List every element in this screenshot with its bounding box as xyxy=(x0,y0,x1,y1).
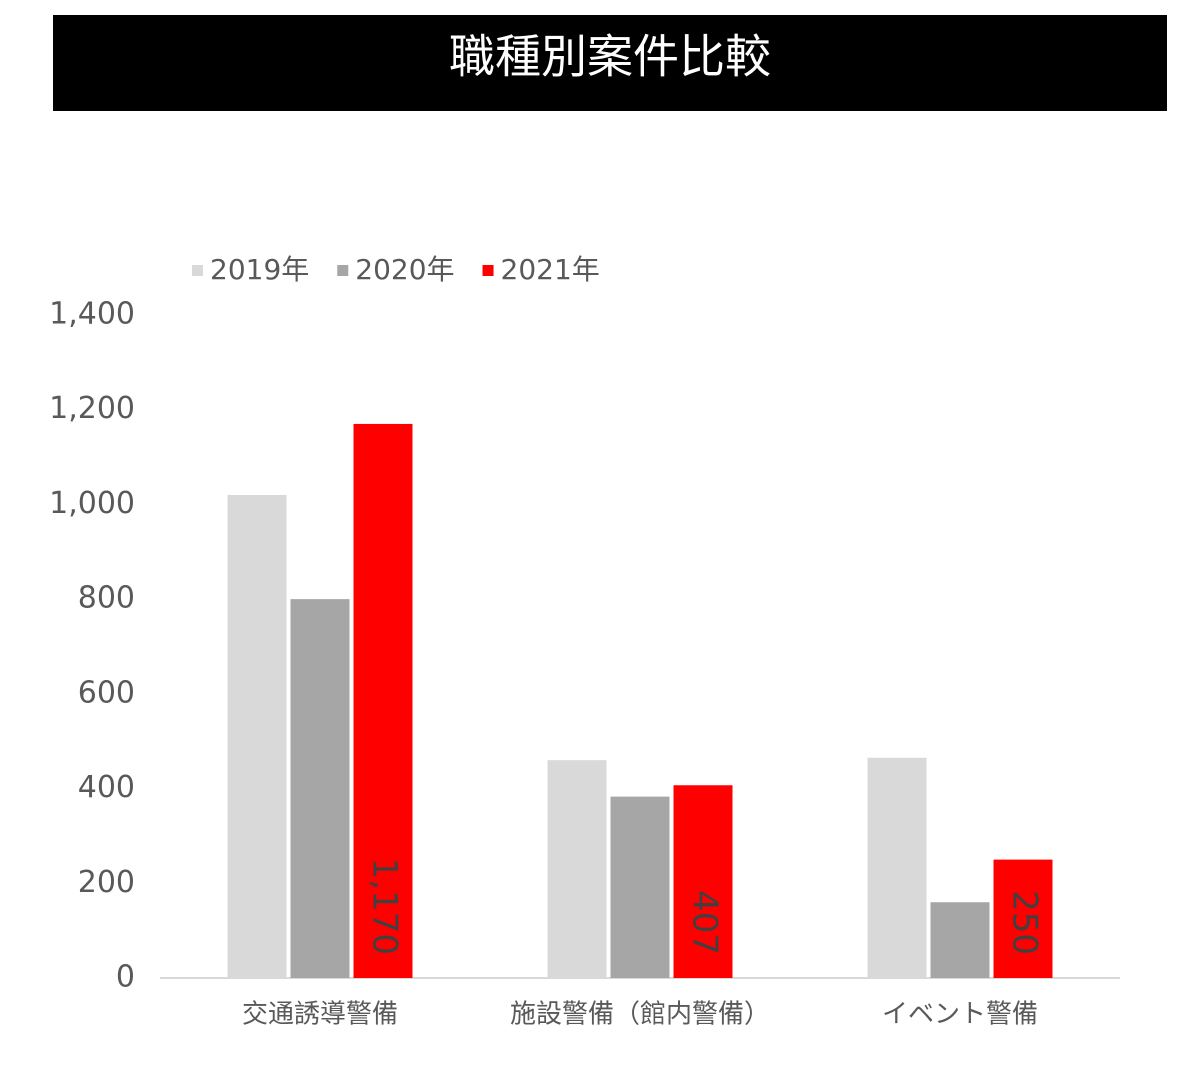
bar xyxy=(547,760,607,978)
legend-swatch xyxy=(192,265,203,276)
data-label: 1,170 xyxy=(365,858,405,955)
bar xyxy=(353,423,413,979)
legend-swatch xyxy=(337,265,349,276)
bar xyxy=(673,785,733,978)
bar xyxy=(867,757,927,978)
y-tick-label: 600 xyxy=(78,675,135,710)
bar xyxy=(610,796,670,978)
title-bar xyxy=(53,15,1167,111)
legend-label: 2019年 xyxy=(210,253,309,286)
data-label: 407 xyxy=(685,890,725,955)
legend-label: 2020年 xyxy=(355,253,454,286)
y-tick-label: 1,400 xyxy=(49,297,135,332)
y-tick-label: 400 xyxy=(78,770,135,805)
chart-title: 職種別案件比較 xyxy=(449,30,771,84)
bar xyxy=(993,859,1053,978)
x-tick-label: イベント警備 xyxy=(882,1000,1038,1030)
y-tick-label: 1,000 xyxy=(49,486,135,521)
x-tick-label: 交通誘導警備 xyxy=(242,1000,398,1030)
bar xyxy=(290,599,350,978)
y-tick-label: 0 xyxy=(116,960,135,995)
legend-swatch xyxy=(482,265,494,276)
y-tick-label: 800 xyxy=(78,581,135,616)
data-label: 250 xyxy=(1005,890,1045,955)
bar xyxy=(930,902,990,978)
legend-label: 2021年 xyxy=(501,253,600,286)
x-tick-label: 施設警備（館内警備） xyxy=(510,1000,770,1030)
bar xyxy=(227,494,287,978)
y-tick-label: 200 xyxy=(78,865,135,900)
y-tick-label: 1,200 xyxy=(49,391,135,426)
